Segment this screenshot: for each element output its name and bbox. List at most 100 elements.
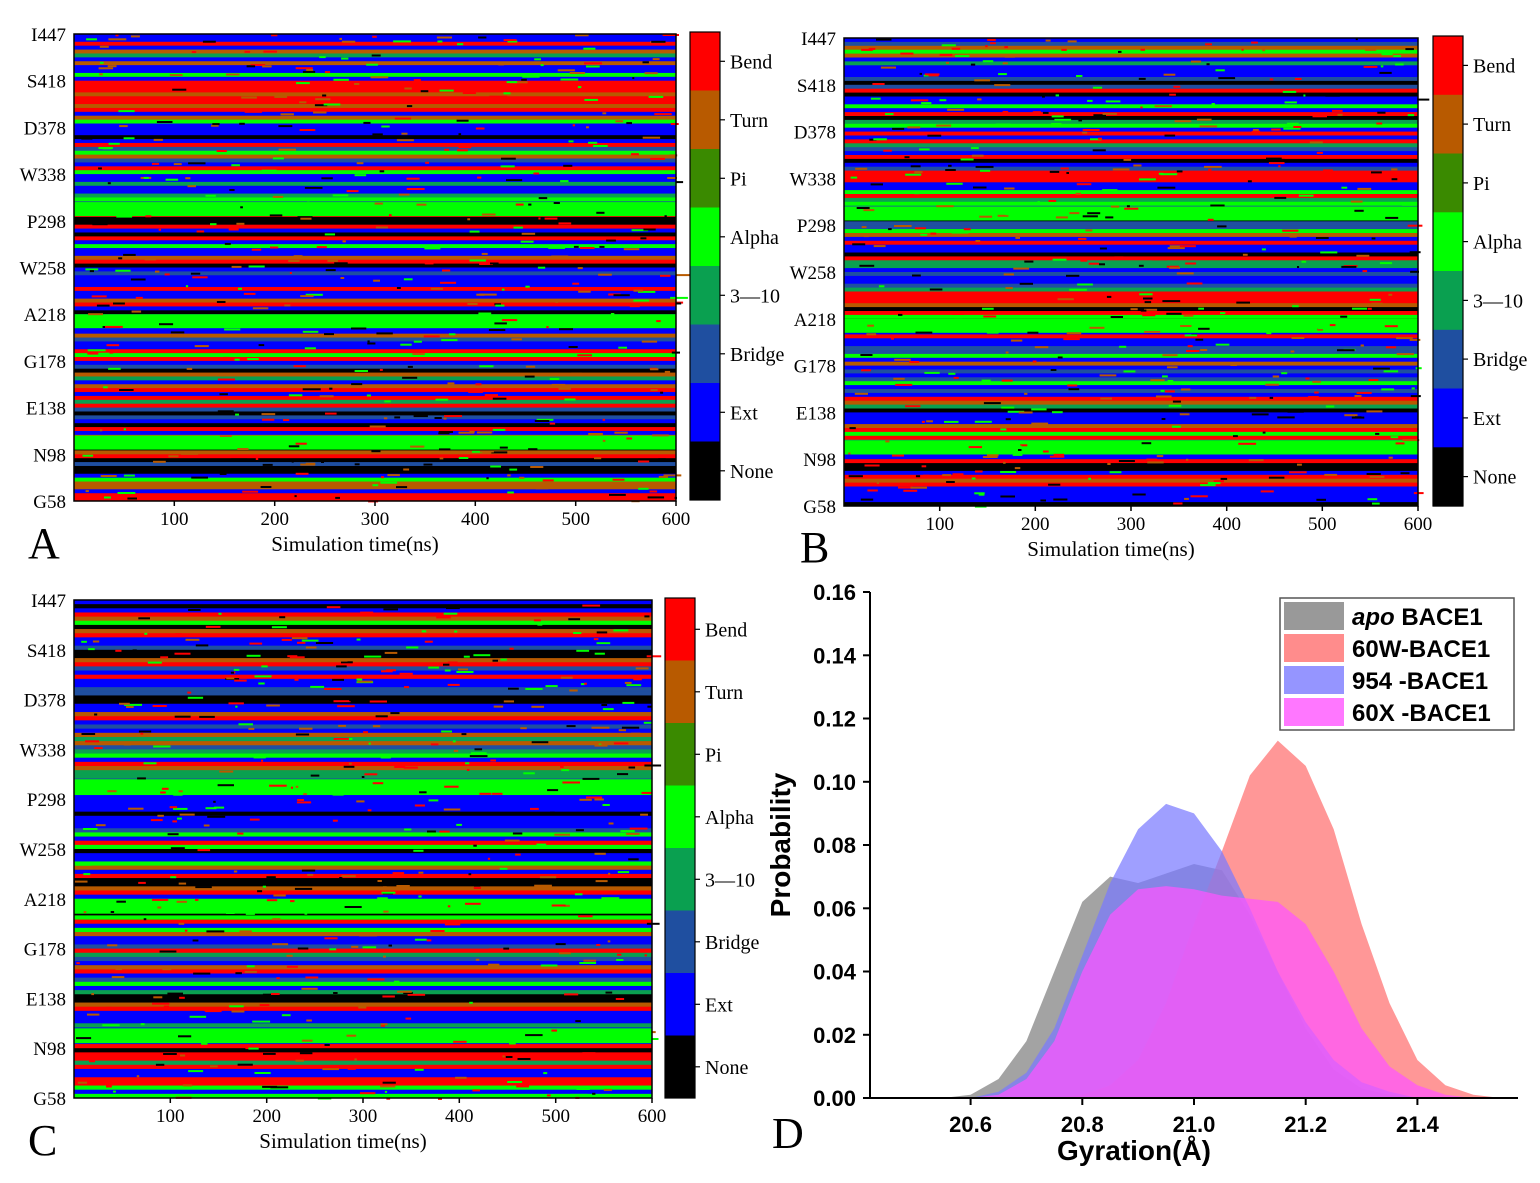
dssp-speckle (954, 318, 963, 321)
dssp-band (74, 616, 652, 622)
dssp-speckle (1002, 62, 1008, 65)
dssp-speckle (495, 304, 505, 307)
dssp-speckle (439, 448, 451, 451)
dssp-speckle (994, 84, 1011, 87)
dssp-speckle (555, 300, 559, 303)
dssp-speckle (1384, 325, 1398, 328)
dssp-speckle (1179, 413, 1190, 416)
dssp-speckle (523, 772, 535, 775)
dssp-speckle (428, 799, 439, 802)
dssp-speckle (89, 1060, 95, 1063)
dssp-helix-band (844, 440, 1418, 455)
dssp-speckle (238, 287, 242, 290)
dssp-speckle (902, 442, 907, 445)
dssp-speckle (912, 274, 921, 277)
dssp-band (844, 431, 1418, 437)
dssp-speckle (375, 715, 388, 718)
dssp-speckle (372, 725, 381, 728)
dssp-speckle (354, 174, 367, 177)
dssp-band (74, 380, 676, 385)
dssp-band (844, 80, 1418, 86)
dssp-speckle (367, 809, 372, 812)
dssp-speckle (389, 214, 392, 217)
dssp-band (844, 127, 1418, 132)
dssp-speckle (286, 954, 293, 957)
dssp-band (844, 467, 1418, 472)
dssp-speckle (575, 1020, 581, 1023)
dssp-speckle (81, 137, 93, 140)
dssp-speckle (629, 827, 648, 830)
dssp-band (74, 612, 652, 617)
dssp-speckle (299, 129, 316, 131)
dssp-speckle (1176, 272, 1194, 275)
dssp-band (74, 84, 676, 89)
dssp-speckle (159, 323, 174, 326)
dssp-speckle (219, 770, 234, 773)
dssp-speckle (978, 493, 985, 496)
dssp-speckle (466, 769, 470, 771)
x-tick-label: 300 (349, 1106, 378, 1127)
dssp-band (74, 878, 652, 883)
dssp-speckle (905, 405, 921, 408)
dssp-speckle (1055, 216, 1068, 219)
dssp-band (844, 174, 1418, 179)
dssp-speckle (195, 644, 209, 647)
dssp-band (74, 142, 676, 148)
dssp-band (74, 115, 676, 121)
dssp-speckle (339, 877, 343, 879)
dssp-speckle (182, 1084, 192, 1087)
dssp-speckle (481, 213, 496, 216)
dssp-speckle (99, 61, 104, 64)
residue-tick-label: W338 (20, 165, 66, 186)
dssp-speckle (158, 228, 161, 231)
dssp-band (74, 372, 676, 377)
dssp-speckle (358, 1006, 367, 1009)
dssp-speckle (444, 785, 459, 788)
dssp-band (74, 232, 676, 237)
dssp-speckle (341, 57, 349, 60)
dssp-speckle (1048, 483, 1061, 486)
dssp-speckle (605, 233, 613, 236)
dssp-helix-band (844, 318, 1418, 333)
dssp-band (844, 260, 1418, 265)
dssp-speckle (302, 970, 316, 973)
dssp-speckle (410, 445, 425, 448)
dssp-speckle (1190, 495, 1208, 498)
dssp-speckle (224, 242, 231, 245)
dssp-speckle (88, 313, 103, 316)
colorbar-segment (690, 90, 720, 150)
dssp-speckle (115, 649, 122, 652)
dssp-speckle (118, 257, 123, 260)
dssp-speckle (494, 303, 501, 306)
dssp-speckle (1207, 218, 1214, 221)
dssp-speckle (535, 487, 549, 490)
dssp-speckle (609, 493, 626, 496)
dssp-band (74, 384, 676, 389)
dssp-speckle (1124, 207, 1139, 210)
dssp-speckle (272, 195, 284, 198)
dssp-speckle (436, 36, 452, 39)
dssp-band (74, 107, 676, 113)
colorbar-segment (1433, 388, 1463, 448)
dssp-speckle (873, 138, 887, 141)
dssp-speckle (670, 123, 679, 125)
dssp-speckle (92, 263, 103, 266)
dssp-speckle (295, 733, 310, 736)
dssp-speckle (169, 806, 178, 809)
dssp-speckle (366, 394, 371, 397)
dssp-speckle (584, 682, 587, 685)
dssp-speckle (914, 171, 923, 174)
dssp-speckle (490, 262, 499, 265)
dssp-speckle (524, 375, 535, 378)
dssp-speckle (549, 378, 560, 380)
dssp-speckle (551, 383, 566, 386)
dssp-band (74, 753, 652, 759)
dssp-band (74, 228, 676, 233)
dssp-speckle (583, 845, 593, 848)
dssp-speckle (174, 652, 191, 655)
dssp-band (74, 271, 676, 276)
x-tick-label: 21.4 (1396, 1112, 1440, 1137)
dssp-band (74, 76, 676, 82)
dssp-speckle (210, 1065, 218, 1068)
dssp-speckle (162, 968, 172, 971)
